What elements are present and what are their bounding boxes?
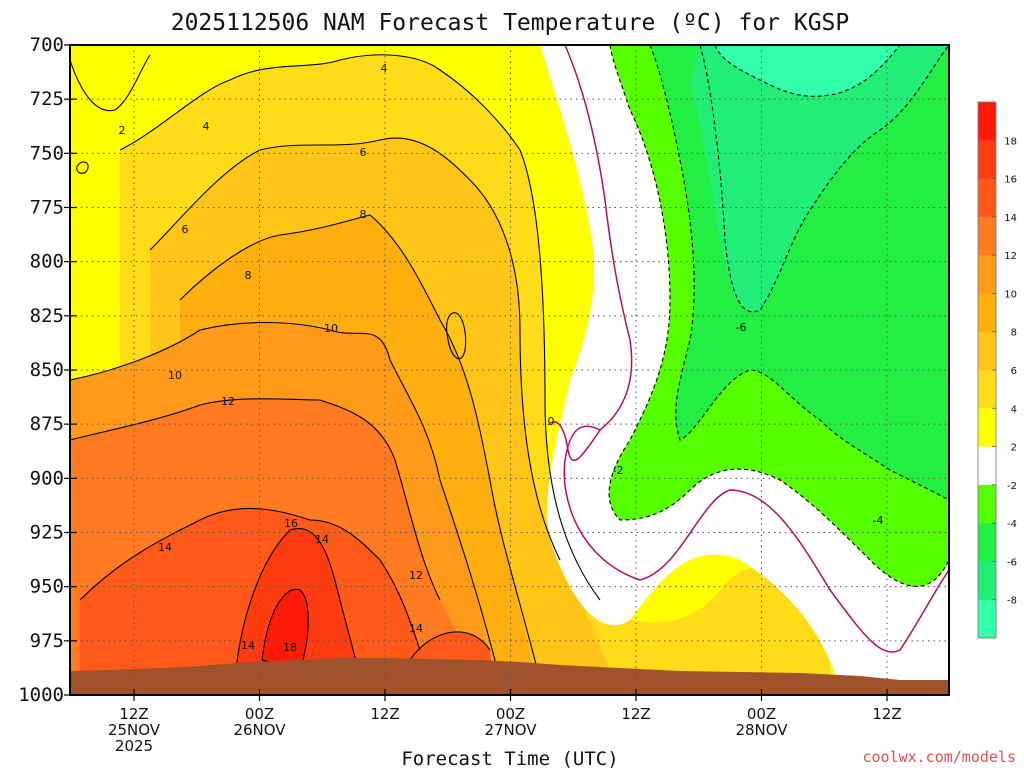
x-tick-label: 12Z <box>119 705 148 723</box>
contour-lines <box>70 54 601 691</box>
contour-label: 18 <box>283 641 297 654</box>
colorbar-tick-label: -4 <box>1007 519 1017 530</box>
colorbar-bin <box>978 216 996 256</box>
contour-label: -4 <box>873 514 884 527</box>
x-tick-label: 00Z <box>747 705 776 723</box>
y-tick-label: 825 <box>30 305 64 327</box>
contour-label: 2 <box>119 124 126 137</box>
contour-label: 8 <box>245 269 252 282</box>
y-axis: 700 725 750 775 800 825 850 875 900 925 950 975 1000 <box>18 34 77 706</box>
colorbar-tick-label: -2 <box>1007 481 1017 492</box>
y-tick-label: 925 <box>30 522 64 544</box>
chart-title: 2025112506 NAM Forecast Temperature (ºC)… <box>171 10 850 36</box>
contour-label: 6 <box>360 146 367 159</box>
freezing-contours <box>547 45 949 653</box>
contour-label: 10 <box>168 369 182 382</box>
x-tick-label: 28NOV <box>735 721 788 739</box>
contour-label: -6 <box>736 321 747 334</box>
colorbar-tick-label: 12 <box>1004 251 1017 262</box>
contour-label: 12 <box>221 395 235 408</box>
colorbar-bin <box>978 484 996 524</box>
negative-contours <box>608 45 949 587</box>
contour-label: -2 <box>613 464 624 477</box>
contour-label: 4 <box>381 62 388 75</box>
colorbar-tick-label: 8 <box>1011 328 1017 339</box>
y-tick-label: 850 <box>30 359 64 381</box>
colorbar-bin <box>978 293 996 333</box>
contour-label: 0 <box>548 415 555 428</box>
y-tick-label: 1000 <box>18 684 64 706</box>
colorbar-bin <box>978 370 996 409</box>
colorbar-tick-label: 4 <box>1011 404 1017 415</box>
y-tick-label: 875 <box>30 413 64 435</box>
x-axis-label: Forecast Time (UTC) <box>401 748 618 768</box>
colorbar-tick-label: 6 <box>1011 366 1017 377</box>
colorbar-tick-label: -8 <box>1007 596 1017 607</box>
contour-label: 14 <box>315 533 329 546</box>
y-tick-label: 975 <box>30 630 64 652</box>
colorbar-bin <box>978 331 996 371</box>
credit-text: coolwx.com/models <box>862 748 1016 766</box>
colorbar-bin <box>978 523 996 562</box>
contour-label: 8 <box>360 208 367 221</box>
contour-label: 16 <box>284 517 298 530</box>
contour-label: 10 <box>324 322 338 335</box>
colorbar-tick-label: 18 <box>1004 136 1017 147</box>
y-tick-label: 900 <box>30 467 64 489</box>
colorbar-bin <box>978 446 996 486</box>
contour-label-group: 2 4 4 6 6 8 8 10 10 12 12 14 14 14 16 18… <box>119 62 884 654</box>
y-tick-label: 950 <box>30 576 64 598</box>
colorbar: 18 16 14 12 10 8 6 4 2 -2 -4 -6 -8 <box>977 101 1017 639</box>
x-tick-label: 27NOV <box>484 721 537 739</box>
y-tick-label: 750 <box>30 142 64 164</box>
colorbar-bin <box>978 561 996 601</box>
x-tick-label: 00Z <box>496 705 525 723</box>
x-tick-label: 12Z <box>621 705 650 723</box>
colorbar-bin <box>978 102 996 141</box>
contour-label: 14 <box>158 541 172 554</box>
contour-label: 14 <box>241 639 255 652</box>
colorbar-bin <box>978 408 996 448</box>
y-tick-label: 800 <box>30 251 64 273</box>
colorbar-tick-label: 10 <box>1004 289 1017 300</box>
y-tick-label: 775 <box>30 197 64 219</box>
band-minus8-minus6 <box>690 45 949 312</box>
band-minus10-minus8 <box>715 45 900 97</box>
colorbar-bin <box>978 599 996 639</box>
x-tick-label: 12Z <box>872 705 901 723</box>
colorbar-bin <box>978 255 996 294</box>
contour-label: 12 <box>409 569 423 582</box>
x-tick-label: 2025 <box>115 737 153 755</box>
colorbar-bin <box>978 140 996 180</box>
colorbar-tick-label: 14 <box>1004 213 1017 224</box>
y-tick-label: 700 <box>30 34 64 56</box>
plot-area: 2 4 4 6 6 8 8 10 10 12 12 14 14 14 16 18… <box>70 45 949 695</box>
ground <box>70 658 949 695</box>
colorbar-tick-label: 2 <box>1011 443 1017 454</box>
x-tick-label: 26NOV <box>233 721 286 739</box>
x-tick-label: 00Z <box>245 705 274 723</box>
colorbar-tick-label: 16 <box>1004 175 1017 186</box>
grid-lines <box>70 45 949 695</box>
colorbar-bin <box>978 178 996 218</box>
contour-label: 4 <box>203 120 210 133</box>
contour-label: 6 <box>182 223 189 236</box>
contour-label: 14 <box>409 622 423 635</box>
colorbar-tick-label: -6 <box>1007 557 1017 568</box>
x-tick-label: 25NOV <box>108 721 161 739</box>
y-tick-label: 725 <box>30 88 64 110</box>
x-tick-label: 12Z <box>370 705 399 723</box>
band-18-20 <box>262 589 309 670</box>
